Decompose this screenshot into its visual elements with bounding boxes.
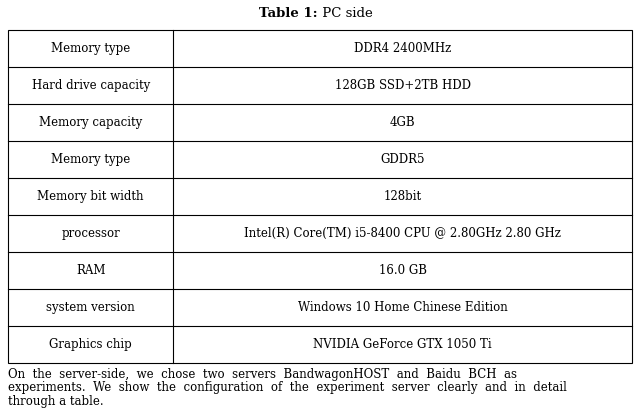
Text: Memory capacity: Memory capacity (39, 116, 142, 129)
Text: 16.0 GB: 16.0 GB (379, 264, 427, 277)
Text: processor: processor (61, 227, 120, 240)
Text: Intel(R) Core(TM) i5-8400 CPU @ 2.80GHz 2.80 GHz: Intel(R) Core(TM) i5-8400 CPU @ 2.80GHz … (244, 227, 561, 240)
Text: 128bit: 128bit (383, 190, 422, 203)
Text: Graphics chip: Graphics chip (49, 338, 132, 351)
Text: On  the  server-side,  we  chose  two  servers  BandwagonHOST  and  Baidu  BCH  : On the server-side, we chose two servers… (8, 368, 517, 381)
Text: GDDR5: GDDR5 (380, 153, 425, 166)
Text: experiments.  We  show  the  configuration  of  the  experiment  server  clearly: experiments. We show the configuration o… (8, 382, 567, 395)
Text: Windows 10 Home Chinese Edition: Windows 10 Home Chinese Edition (298, 301, 508, 314)
Text: 128GB SSD+2TB HDD: 128GB SSD+2TB HDD (335, 79, 470, 92)
Text: NVIDIA GeForce GTX 1050 Ti: NVIDIA GeForce GTX 1050 Ti (314, 338, 492, 351)
Text: Hard drive capacity: Hard drive capacity (31, 79, 150, 92)
Text: Memory type: Memory type (51, 42, 131, 55)
Text: Table 1:: Table 1: (259, 7, 318, 20)
Text: system version: system version (46, 301, 135, 314)
Bar (8, 30, 632, 363)
Text: DDR4 2400MHz: DDR4 2400MHz (354, 42, 451, 55)
Text: through a table.: through a table. (8, 395, 104, 408)
Text: PC side: PC side (318, 7, 372, 20)
Text: 4GB: 4GB (390, 116, 415, 129)
Text: Memory type: Memory type (51, 153, 131, 166)
Text: RAM: RAM (76, 264, 106, 277)
Text: Memory bit width: Memory bit width (37, 190, 144, 203)
